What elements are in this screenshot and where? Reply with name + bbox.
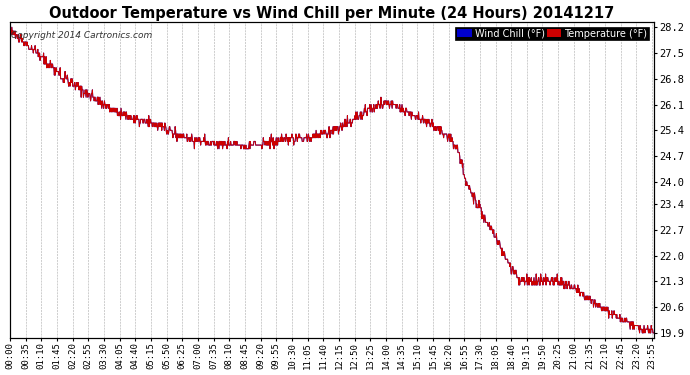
Text: Copyright 2014 Cartronics.com: Copyright 2014 Cartronics.com: [11, 31, 152, 40]
Title: Outdoor Temperature vs Wind Chill per Minute (24 Hours) 20141217: Outdoor Temperature vs Wind Chill per Mi…: [50, 6, 615, 21]
Legend: Wind Chill (°F), Temperature (°F): Wind Chill (°F), Temperature (°F): [455, 27, 649, 40]
